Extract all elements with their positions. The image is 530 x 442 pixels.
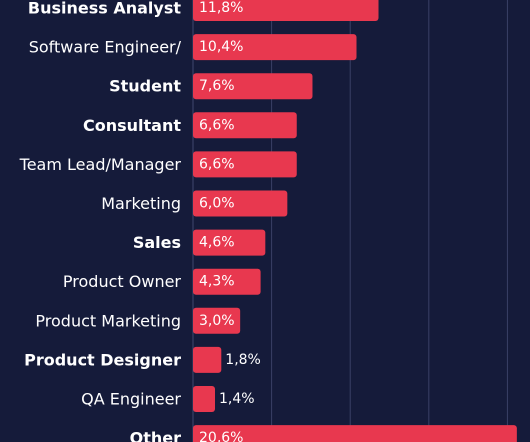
value-labels-group: 11,8% 10,4% 7,6% 6,6% 6,6% 6,0% 4,6% 4,3% 3,0% 1,…	[199, 0, 261, 442]
value-label: 6,6%	[199, 117, 235, 133]
value-label: 4,3%	[199, 274, 235, 290]
category-label: Other	[130, 429, 181, 442]
bar	[193, 34, 357, 61]
category-label: Team Lead/Manager	[19, 155, 182, 174]
value-label: 1,8%	[225, 352, 261, 368]
category-label: Sales	[133, 233, 181, 252]
category-label: Student	[109, 77, 181, 96]
bar	[193, 151, 297, 178]
category-labels-group: Business Analyst Software Engineer/Studen…	[19, 0, 182, 442]
value-label: 4,6%	[199, 235, 235, 251]
value-label: 20,6%	[199, 430, 243, 442]
bar	[193, 229, 266, 256]
bar	[193, 386, 216, 412]
value-label: 10,4%	[199, 39, 243, 55]
bar	[193, 0, 379, 21]
value-label: 7,6%	[199, 78, 235, 94]
value-label: 11,8%	[199, 0, 243, 16]
bar	[193, 307, 241, 334]
category-label: Product Marketing	[35, 311, 181, 330]
category-label: QA Engineer	[81, 390, 181, 409]
value-label: 3,0%	[199, 313, 235, 329]
category-label: Business Analyst	[28, 0, 181, 18]
category-label: Marketing	[101, 194, 181, 213]
category-label: Product Designer	[24, 350, 181, 369]
bar	[193, 73, 313, 100]
bar	[193, 346, 222, 373]
category-label: Software Engineer/	[29, 38, 182, 57]
value-label: 6,6%	[199, 156, 235, 172]
value-label: 1,4%	[219, 391, 255, 407]
bar	[193, 425, 517, 442]
category-label: Consultant	[83, 116, 181, 135]
gridlines	[192, 0, 508, 442]
bar	[193, 268, 261, 295]
category-label: Product Owner	[63, 272, 182, 291]
bars-group	[193, 0, 517, 442]
bar	[193, 190, 288, 217]
value-label: 6,0%	[199, 196, 235, 212]
bar	[193, 112, 297, 139]
